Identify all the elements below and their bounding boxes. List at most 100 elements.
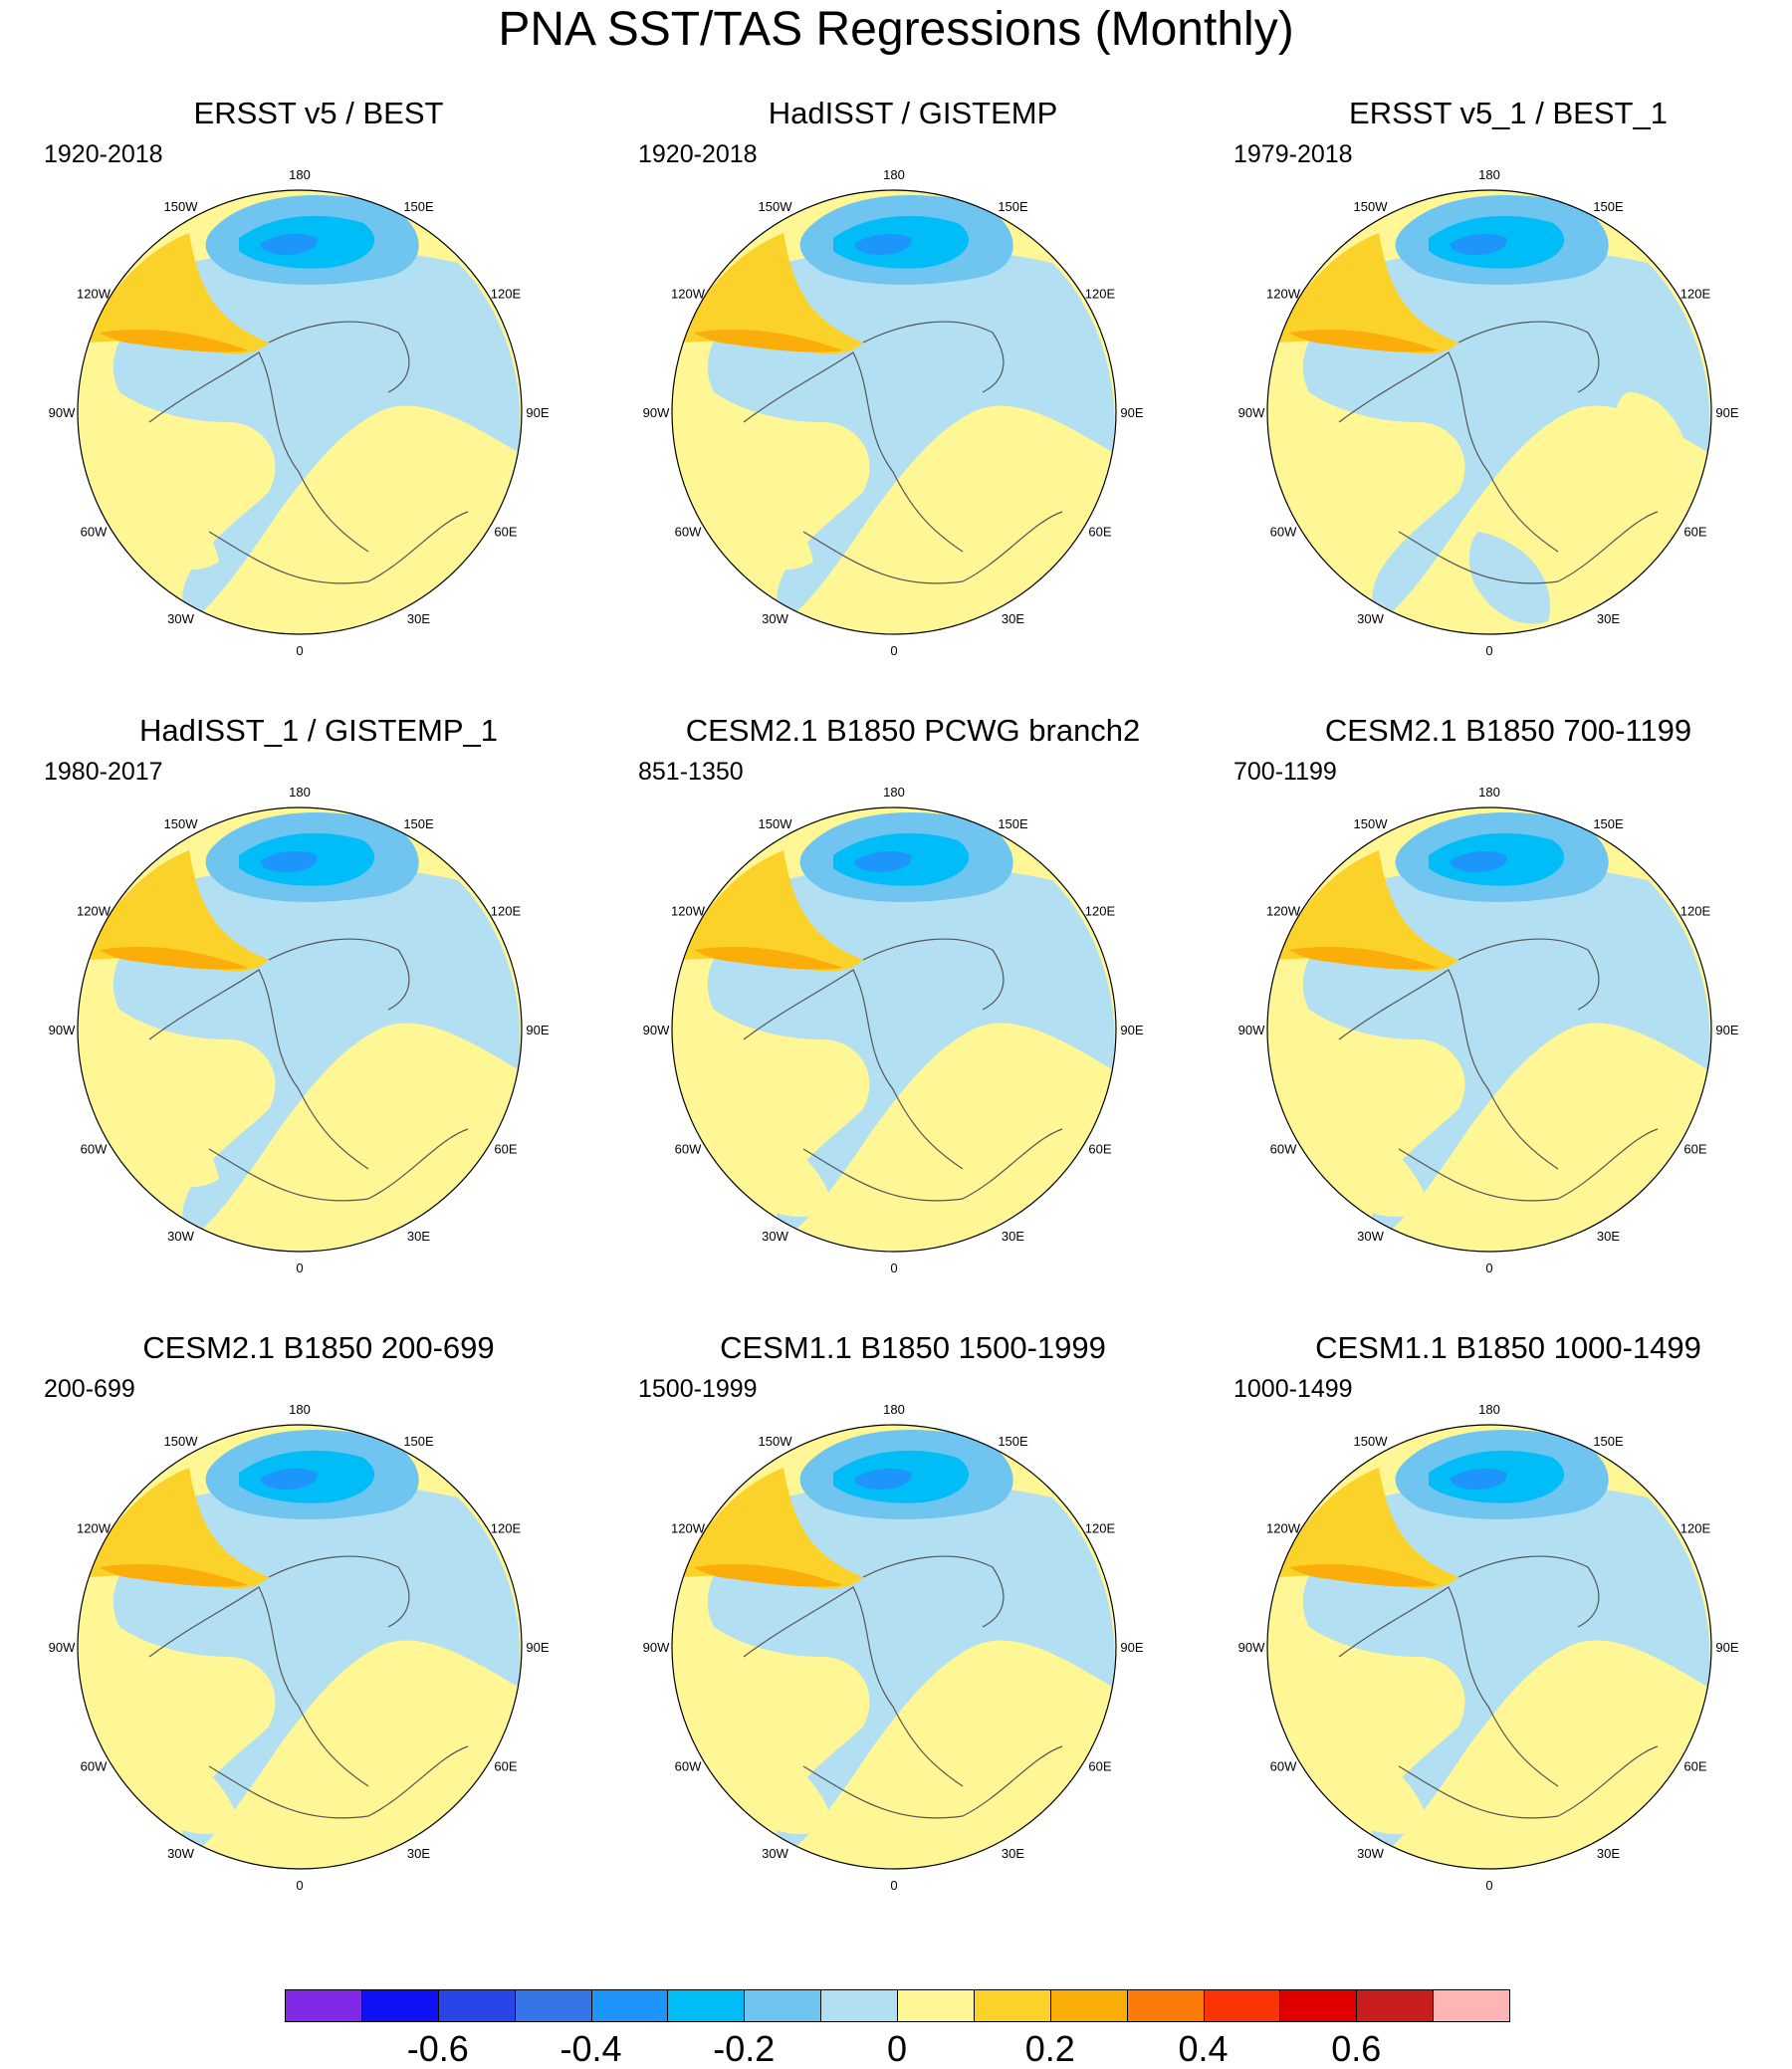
longitude-label: 120W xyxy=(77,1521,112,1536)
coastline xyxy=(1338,351,1559,553)
colorbar-tick-label: -0.2 xyxy=(713,2028,776,2069)
coastline xyxy=(802,1745,1063,1819)
coastline xyxy=(208,1128,469,1202)
longitude-label: 150E xyxy=(998,199,1028,214)
colorbar-swatch xyxy=(360,1989,439,2022)
colorbar-swatch xyxy=(744,1989,822,2022)
coastline xyxy=(148,1586,369,1787)
longitude-label: 180 xyxy=(289,167,311,182)
map-panel: 180 150E 120E 90E 60E 30E 0 30W 60W 90W 120W 150W ER… xyxy=(1230,94,1787,691)
longitude-label: 150E xyxy=(998,1434,1028,1449)
longitude-label: 120E xyxy=(1085,904,1116,919)
colorbar-swatch xyxy=(667,1989,746,2022)
strong-positive-band xyxy=(100,1563,249,1587)
colorbar-swatch xyxy=(437,1989,516,2022)
longitude-label: 0 xyxy=(890,1261,897,1275)
map-panel: 180 150E 120E 90E 60E 30E 0 30W 60W 90W 120W 150W CE… xyxy=(1230,711,1787,1308)
longitude-label: 120W xyxy=(671,287,706,302)
coastline xyxy=(268,938,410,1011)
pacific-strong-core xyxy=(260,850,318,873)
longitude-label: 120W xyxy=(1266,287,1301,302)
pacific-strong-core xyxy=(1450,233,1507,256)
polar-map: 180 150E 120E 90E 60E 30E 0 30W 60W 90W 120W 150W xyxy=(1238,1402,1739,1893)
longitude-label: 180 xyxy=(289,1402,311,1417)
longitude-label: 60E xyxy=(1088,1142,1111,1157)
map-boundary xyxy=(1266,806,1712,1253)
colorbar-swatch xyxy=(285,1989,362,2022)
longitude-label: 150W xyxy=(164,816,199,831)
coastline xyxy=(743,969,964,1170)
longitude-label: 150E xyxy=(1593,1434,1624,1449)
longitude-label: 150E xyxy=(998,816,1028,831)
positive-anomaly-na xyxy=(1269,233,1458,354)
polar-map: 180 150E 120E 90E 60E 30E 0 30W 60W 90W 120W 150W xyxy=(49,167,550,658)
coastline xyxy=(1398,1128,1659,1202)
strong-positive-band xyxy=(1289,1563,1439,1587)
coastline xyxy=(208,511,469,584)
longitude-label: 30E xyxy=(1002,611,1024,626)
map-boundary xyxy=(77,1424,523,1870)
coastline xyxy=(208,1745,469,1819)
period-label: 700-1199 xyxy=(1233,758,1337,786)
longitude-label: 120E xyxy=(1085,1521,1116,1536)
longitude-label: 90W xyxy=(49,405,76,420)
longitude-label: 0 xyxy=(296,643,303,658)
longitude-label: 30W xyxy=(1357,1229,1384,1244)
colorbar-tick-label: 0.2 xyxy=(1024,2028,1075,2069)
panel-title: ERSST v5_1 / BEST_1 xyxy=(1349,96,1668,130)
period-label: 1980-2017 xyxy=(44,758,163,786)
longitude-label: 90W xyxy=(643,1640,670,1655)
longitude-label: 60W xyxy=(1270,1759,1297,1774)
positive-patch-europe xyxy=(929,1081,1092,1197)
coastline xyxy=(1398,511,1659,584)
panel-title: HadISST / GISTEMP xyxy=(768,96,1058,130)
positive-patch-atlantic xyxy=(721,1109,833,1218)
colorbar-swatch xyxy=(1126,1989,1205,2022)
map-boundary xyxy=(77,189,523,635)
strong-positive-band xyxy=(694,1563,843,1587)
positive-patch-europe xyxy=(1524,1081,1687,1197)
map-boundary xyxy=(77,806,523,1253)
pacific-strong-core xyxy=(854,850,912,873)
coastline xyxy=(862,938,1005,1011)
longitude-label: 0 xyxy=(1485,1878,1492,1893)
longitude-label: 120W xyxy=(77,287,112,302)
colorbar-swatch xyxy=(897,1989,975,2022)
coastline xyxy=(862,1555,1005,1628)
colorbar-swatch xyxy=(590,1989,669,2022)
longitude-label: 90E xyxy=(1120,405,1143,420)
coastline xyxy=(148,351,369,553)
positive-patch-atlantic xyxy=(126,1726,239,1835)
period-label: 1500-1999 xyxy=(638,1375,758,1403)
coastline xyxy=(1457,938,1600,1011)
panel-title: CESM1.1 B1850 1000-1499 xyxy=(1315,1330,1701,1365)
longitude-label: 30E xyxy=(1597,1846,1620,1861)
longitude-label: 150W xyxy=(759,199,793,214)
panel-title: ERSST v5 / BEST xyxy=(193,96,444,130)
panel-title: HadISST_1 / GISTEMP_1 xyxy=(138,713,499,748)
longitude-label: 90E xyxy=(1715,1023,1738,1037)
period-label: 1920-2018 xyxy=(638,140,758,168)
longitude-label: 0 xyxy=(296,1878,303,1893)
longitude-label: 120E xyxy=(491,1521,522,1536)
longitude-label: 30E xyxy=(407,1229,430,1244)
longitude-label: 60W xyxy=(81,525,108,540)
positive-anomaly-na xyxy=(80,233,269,354)
colorbar-swatch xyxy=(1433,1989,1510,2022)
map-boundary xyxy=(671,806,1117,1253)
longitude-label: 60E xyxy=(494,1142,517,1157)
pacific-strong-core xyxy=(854,233,912,256)
coastline xyxy=(802,511,1063,584)
pacific-strong-core xyxy=(260,1468,318,1491)
longitude-label: 30E xyxy=(407,611,430,626)
map-panel: 180 150E 120E 90E 60E 30E 0 30W 60W 90W 120W 150W Ha… xyxy=(634,94,1192,691)
map-panel: 180 150E 120E 90E 60E 30E 0 30W 60W 90W 120W 150W CE… xyxy=(634,711,1192,1308)
longitude-label: 60E xyxy=(1683,1759,1706,1774)
polar-map: 180 150E 120E 90E 60E 30E 0 30W 60W 90W 120W 150W xyxy=(643,785,1144,1275)
colorbar-swatch xyxy=(514,1989,592,2022)
longitude-label: 60E xyxy=(1088,1759,1111,1774)
longitude-label: 120E xyxy=(1680,287,1711,302)
longitude-label: 90E xyxy=(526,405,549,420)
longitude-label: 30E xyxy=(1597,611,1620,626)
coastline xyxy=(1338,969,1559,1170)
